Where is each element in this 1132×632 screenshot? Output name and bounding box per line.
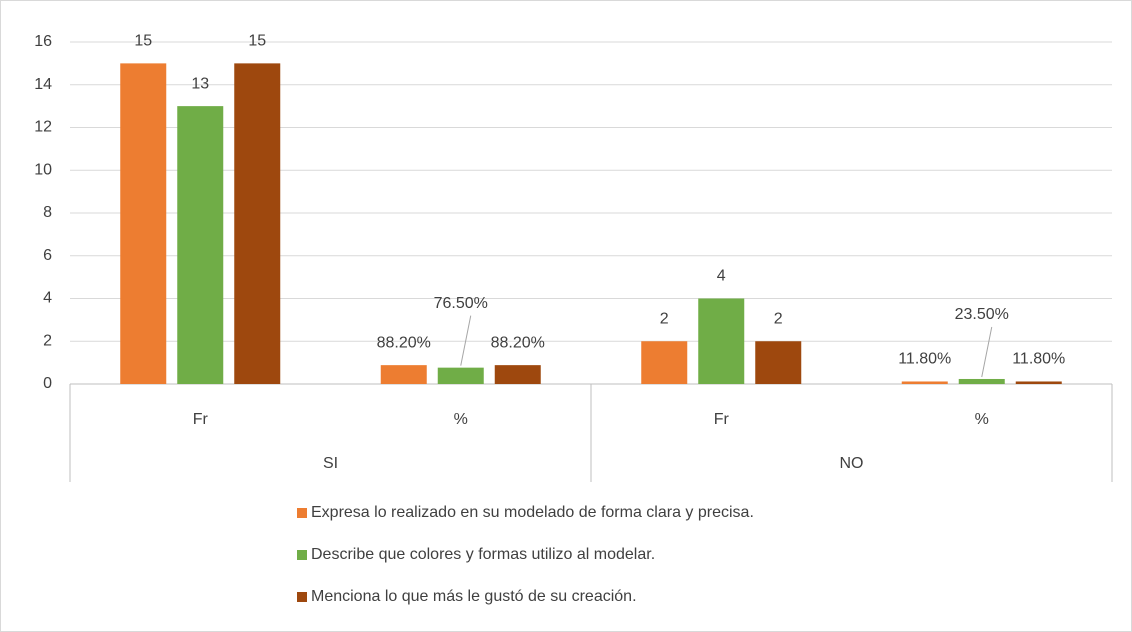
x-tick-label: %	[454, 411, 468, 428]
legend-label: Expresa lo realizado en su modelado de f…	[311, 504, 754, 521]
bar	[755, 341, 802, 384]
y-tick-label: 8	[43, 204, 52, 221]
group-label: SI	[323, 455, 338, 472]
data-label: 15	[248, 33, 266, 50]
y-tick-label: 2	[43, 332, 52, 349]
legend-swatch	[297, 550, 307, 560]
bar	[641, 341, 688, 384]
legend-label: Menciona lo que más le gustó de su creac…	[311, 588, 637, 605]
legend-label: Describe que colores y formas utilizo al…	[311, 546, 655, 563]
data-label: 2	[774, 310, 783, 327]
data-label: 2	[660, 310, 669, 327]
group-label: NO	[840, 455, 864, 472]
legend-swatch	[297, 592, 307, 602]
data-label: 76.50%	[434, 295, 488, 312]
y-tick-label: 4	[43, 290, 52, 307]
bar	[380, 365, 427, 384]
bar	[234, 63, 281, 384]
leader-line	[981, 326, 993, 378]
data-label: 11.80%	[898, 351, 951, 368]
y-tick-label: 0	[43, 375, 52, 392]
x-tick-label: Fr	[714, 411, 730, 428]
data-label: 88.20%	[377, 334, 431, 351]
data-label: 88.20%	[491, 334, 545, 351]
data-label: 15	[134, 33, 152, 50]
bar	[901, 381, 948, 384]
legend-swatch	[297, 508, 307, 518]
x-tick-label: Fr	[193, 411, 209, 428]
y-tick-label: 14	[34, 76, 52, 93]
data-label: 13	[191, 75, 209, 92]
x-tick-label: %	[975, 411, 989, 428]
data-label: 23.50%	[955, 306, 1009, 323]
bar	[958, 378, 1005, 384]
bar	[177, 106, 224, 384]
y-tick-label: 10	[34, 161, 52, 178]
data-label: 11.80%	[1012, 351, 1065, 368]
bar	[120, 63, 167, 384]
bar	[1015, 381, 1062, 384]
bar	[698, 298, 745, 384]
bar	[437, 367, 484, 384]
y-tick-label: 6	[43, 247, 52, 264]
y-tick-label: 16	[34, 33, 52, 50]
bar	[494, 365, 541, 384]
y-tick-label: 12	[34, 119, 52, 136]
data-label: 4	[717, 268, 726, 285]
leader-line	[460, 315, 472, 366]
